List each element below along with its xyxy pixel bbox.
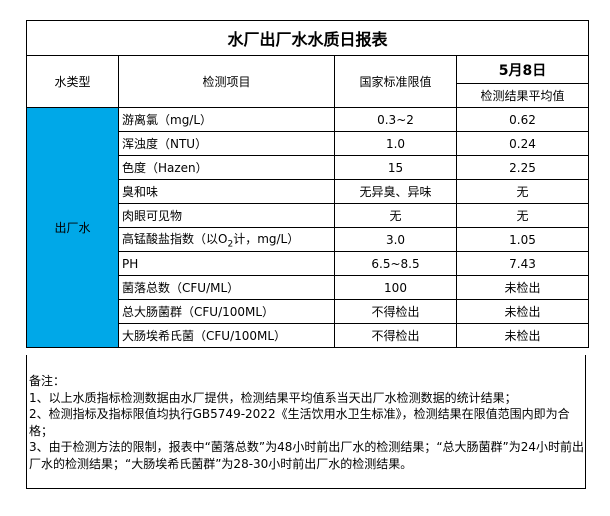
table-row: 肉眼可见物无无 bbox=[27, 203, 590, 228]
limit-cell: 不得检出 bbox=[334, 299, 457, 324]
limit-cell: 1.0 bbox=[334, 131, 457, 156]
notes-heading: 备注： bbox=[29, 374, 66, 388]
item-cell: 总大肠菌群（CFU/100ML） bbox=[118, 299, 335, 324]
table-row: 大肠埃希氏菌（CFU/100ML） 不得检出 未检出 bbox=[27, 323, 590, 348]
result-cell: 未检出 bbox=[455, 275, 590, 300]
result-cell: 7.43 bbox=[455, 251, 590, 276]
report-title: 水厂出厂水水质日报表 bbox=[25, 20, 590, 56]
table-row: 浑浊度（NTU） 1.0 0.24 bbox=[27, 131, 590, 156]
limit-cell: 不得检出 bbox=[334, 323, 457, 348]
water-type-cell: 出厂水 bbox=[26, 107, 119, 348]
limit-cell: 无 bbox=[334, 203, 457, 228]
result-cell: 未检出 bbox=[455, 323, 590, 348]
result-cell: 0.24 bbox=[455, 131, 590, 156]
result-cell: 1.05 bbox=[455, 227, 590, 252]
header-limit: 国家标准限值 bbox=[334, 55, 457, 108]
limit-cell: 6.5~8.5 bbox=[334, 251, 457, 276]
limit-cell: 15 bbox=[334, 155, 457, 180]
header-water-type: 水类型 bbox=[26, 55, 119, 108]
item-cell: 色度（Hazen） bbox=[118, 155, 335, 180]
note-line: 1、以上水质指标检测数据由水厂提供，检测结果平均值系当天出厂水检测数据的统计结果… bbox=[29, 390, 517, 405]
result-cell: 无 bbox=[455, 203, 590, 228]
item-cell: 高锰酸盐指数（以O2计，mg/L） bbox=[118, 227, 335, 252]
item-cell: 游离氯（mg/L） bbox=[118, 107, 335, 132]
item-cell: 臭和味 bbox=[118, 179, 335, 204]
limit-cell: 3.0 bbox=[334, 227, 457, 252]
note-line: 2、检测指标及指标限值均执行GB5749-2022《生活饮用水卫生标准》，检测结… bbox=[29, 407, 570, 438]
result-cell: 0.62 bbox=[455, 107, 590, 132]
table-row: 色度（Hazen） 15 2.25 bbox=[27, 155, 590, 180]
item-cell: 浑浊度（NTU） bbox=[118, 131, 335, 156]
item-cell: 菌落总数（CFU/ML） bbox=[118, 275, 335, 300]
water-quality-table: 水厂出厂水水质日报表 水类型 检测项目 国家标准限值 5月8日 检测结果平均值 … bbox=[25, 20, 590, 348]
report-table-container: 水厂出厂水水质日报表 水类型 检测项目 国家标准限值 5月8日 检测结果平均值 … bbox=[25, 20, 590, 348]
item-subscript: 2 bbox=[227, 239, 234, 250]
limit-cell: 0.3~2 bbox=[334, 107, 457, 132]
result-cell: 2.25 bbox=[455, 155, 590, 180]
result-cell: 未检出 bbox=[455, 299, 590, 324]
table-row: 高锰酸盐指数（以O2计，mg/L） 3.0 1.05 bbox=[27, 227, 590, 252]
limit-cell: 无异臭、异味 bbox=[334, 179, 457, 204]
item-text: 计，mg/L） bbox=[233, 231, 300, 246]
table-row: 臭和味 无异臭、异味无 bbox=[27, 179, 590, 204]
item-cell: PH bbox=[118, 251, 335, 276]
limit-cell: 100 bbox=[334, 275, 457, 300]
table-row: 菌落总数（CFU/ML） 100 未检出 bbox=[27, 275, 590, 300]
item-cell: 肉眼可见物 bbox=[118, 203, 335, 228]
notes-section: 备注： 1、以上水质指标检测数据由水厂提供，检测结果平均值系当天出厂水检测数据的… bbox=[26, 355, 586, 489]
header-result: 检测结果平均值 bbox=[455, 83, 590, 108]
item-text: 高锰酸盐指数（以O bbox=[122, 231, 228, 246]
table-row: 出厂水 游离氯（mg/L） 0.3~2 0.62 bbox=[26, 107, 590, 348]
item-cell: 大肠埃希氏菌（CFU/100ML） bbox=[118, 323, 335, 348]
result-cell: 无 bbox=[455, 179, 590, 204]
table-row: PH 6.5~8.5 7.43 bbox=[27, 251, 590, 276]
header-date: 5月8日 bbox=[455, 55, 590, 84]
note-line: 3、由于检测方法的限制，报表中“菌落总数”为48小时前出厂水的检测结果；“总大肠… bbox=[29, 440, 585, 471]
header-item: 检测项目 bbox=[118, 55, 335, 108]
